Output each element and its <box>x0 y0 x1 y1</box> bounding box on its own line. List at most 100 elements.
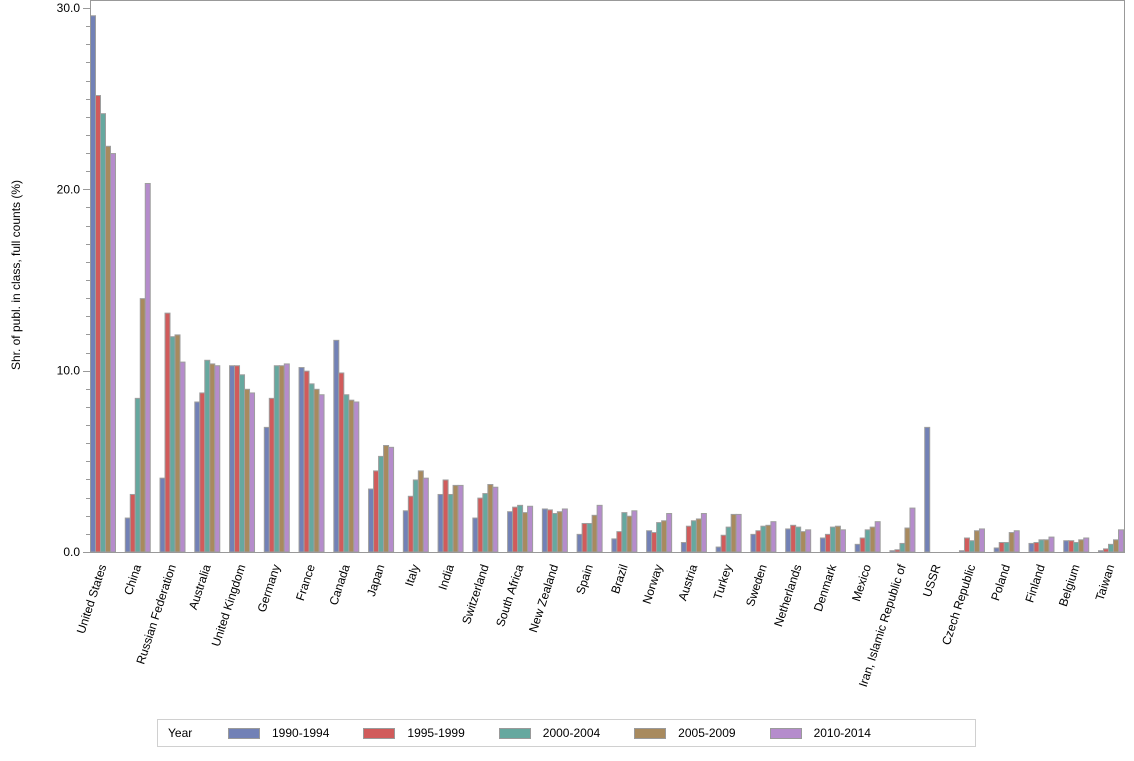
x-tick-label: Austria <box>675 562 700 602</box>
bar <box>507 511 514 553</box>
bar <box>909 507 916 553</box>
x-tick-label: Spain <box>573 563 596 597</box>
x-tick-label: Brazil <box>608 563 631 596</box>
bar <box>313 388 320 553</box>
legend-item-2010-2014: 2010-2014 <box>769 726 871 740</box>
bar <box>735 513 742 553</box>
bar-group <box>785 524 812 553</box>
bar <box>785 528 792 553</box>
bar <box>656 522 663 553</box>
x-tick-label: Turkey <box>710 563 735 602</box>
bar <box>1028 542 1035 553</box>
bar-group <box>541 508 568 553</box>
bar <box>695 518 702 553</box>
bar-group <box>924 426 931 553</box>
bar <box>1013 530 1020 553</box>
x-tick-label: Norway <box>640 563 666 606</box>
bar <box>1098 550 1104 553</box>
bar <box>110 153 116 553</box>
bar <box>164 312 171 553</box>
bar-group <box>298 367 325 553</box>
bar <box>1043 539 1050 553</box>
legend-swatch <box>363 727 396 739</box>
bar <box>273 365 280 553</box>
bar <box>561 508 568 553</box>
x-tick-label: Poland <box>988 563 1013 603</box>
bar <box>249 392 256 553</box>
bar <box>412 479 419 553</box>
legend-item-1995-1999: 1995-1999 <box>363 726 465 740</box>
bar <box>904 527 911 553</box>
bar <box>298 367 305 553</box>
bar <box>477 497 484 553</box>
bar <box>338 372 345 553</box>
bar <box>373 470 380 553</box>
bar <box>725 526 732 553</box>
bar-group <box>333 339 360 553</box>
bar <box>685 525 692 553</box>
bar <box>790 524 797 553</box>
bar <box>487 484 494 553</box>
bar <box>318 394 325 553</box>
bar <box>1103 548 1109 553</box>
x-tick-label: Sweden <box>743 563 770 609</box>
bar <box>661 520 668 553</box>
bar-group <box>229 365 256 553</box>
bar <box>239 374 246 553</box>
bar <box>993 547 1000 553</box>
bar <box>522 512 529 553</box>
legend-swatch <box>634 727 667 739</box>
bar <box>159 477 166 553</box>
x-tick-label: India <box>436 562 457 591</box>
bar <box>1048 536 1055 553</box>
bar-group <box>263 363 290 553</box>
x-tick-label: Germany <box>255 563 284 614</box>
bar <box>621 512 628 553</box>
bar-group <box>1098 529 1124 553</box>
x-tick-label: Switzerland <box>459 563 491 626</box>
legend: Year 1990-1994 1995-1999 2000-2004 2005-… <box>157 719 976 747</box>
bar <box>894 549 901 553</box>
bar-group <box>680 513 707 553</box>
bar <box>100 113 106 553</box>
bar <box>973 530 980 553</box>
bar <box>770 521 777 553</box>
bar-group <box>507 504 534 553</box>
bar <box>452 484 459 553</box>
bar <box>139 298 146 553</box>
x-tick-label: Taiwan <box>1092 563 1117 603</box>
bar <box>591 514 598 553</box>
bar <box>1118 529 1124 553</box>
x-tick-label: Canada <box>326 562 352 607</box>
bar <box>333 339 340 553</box>
bar <box>834 525 841 553</box>
bar <box>383 445 390 553</box>
bar <box>134 397 141 553</box>
bar <box>715 546 722 553</box>
y-axis: 0.0 10.0 20.0 30.0 <box>57 1 90 559</box>
bar-group <box>90 15 116 553</box>
bar <box>90 15 96 553</box>
bar <box>144 182 151 553</box>
bar <box>214 365 221 553</box>
bar <box>447 493 454 553</box>
bar <box>437 493 444 553</box>
bar <box>348 399 355 553</box>
bar <box>680 542 687 553</box>
bar <box>889 550 896 553</box>
bar <box>596 504 603 553</box>
bar <box>795 526 802 553</box>
bar-group <box>715 513 742 553</box>
bar-group <box>993 530 1020 553</box>
bar <box>472 517 479 553</box>
bar <box>492 486 499 553</box>
bar-group <box>1063 537 1090 553</box>
y-axis-label: Shr. of publ. in class, full counts (%) <box>9 180 23 370</box>
x-tick-label: USSR <box>920 562 944 598</box>
bar <box>1068 540 1075 553</box>
bar-group <box>750 521 777 553</box>
bar <box>581 522 588 553</box>
bar <box>417 470 424 553</box>
legend-item-2000-2004: 2000-2004 <box>498 726 600 740</box>
